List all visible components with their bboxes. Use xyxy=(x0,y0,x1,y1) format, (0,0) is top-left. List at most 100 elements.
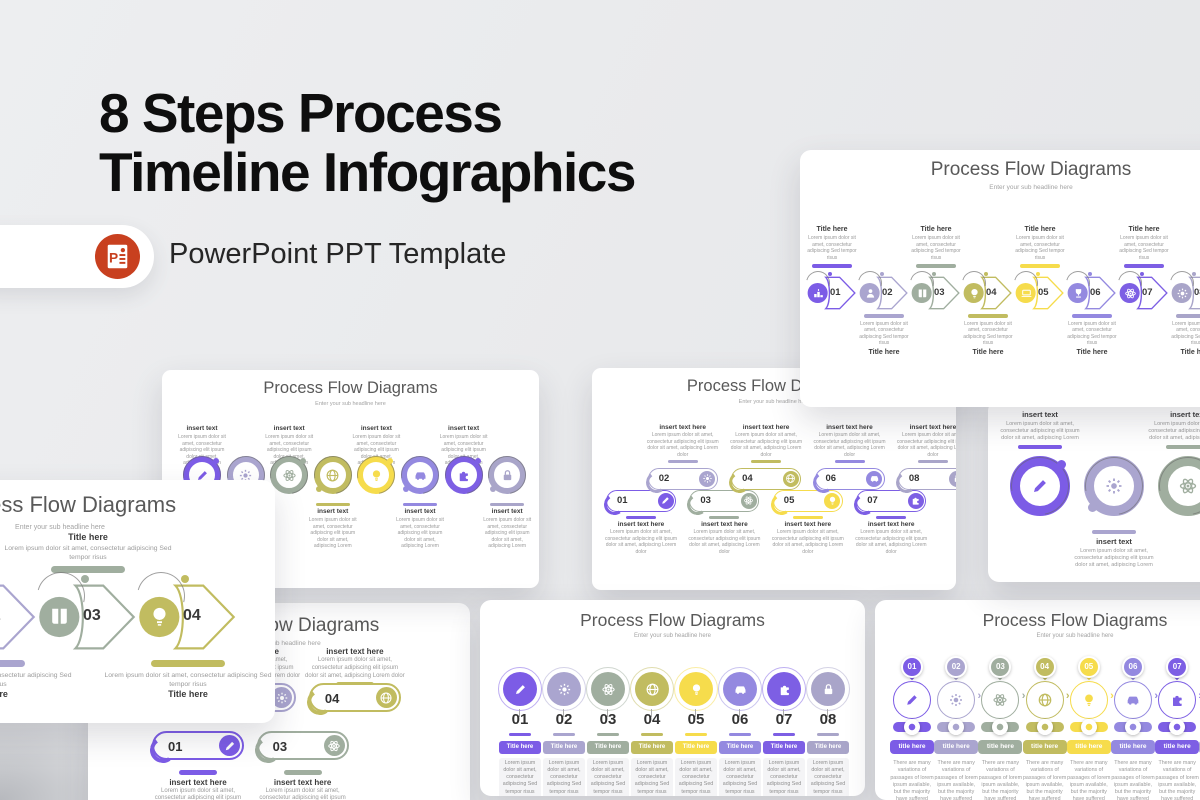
puzzle-icon xyxy=(777,682,792,697)
step-description: Lorem ipsum dolor sit amet, consectetur … xyxy=(719,758,761,796)
step-accent-bar xyxy=(667,460,698,463)
step-number-balloon: 05 xyxy=(1077,656,1100,678)
step-circle xyxy=(542,667,586,717)
slide-subtitle: Enter your sub headline here xyxy=(738,399,810,405)
step-text-bottom: Lorem ipsum dolor sit amet, consectetur … xyxy=(961,314,1015,356)
car-icon xyxy=(733,682,748,697)
step-number: 01 xyxy=(168,739,183,754)
steps-row: Title here Lorem ipsum dolor sit amet, c… xyxy=(800,150,1200,407)
step-title: Title here xyxy=(920,226,952,233)
gear-icon xyxy=(1104,476,1124,496)
step-slider xyxy=(981,719,1020,735)
bulb-icon xyxy=(147,604,172,629)
step-accent-bar xyxy=(283,770,322,775)
step-title: Title here xyxy=(68,532,108,542)
step-accent-bar xyxy=(792,516,823,519)
slide-preview-pill-zigzag-zoom: Process Flow Diagrams Enter your sub hea… xyxy=(88,603,470,800)
step-title-chip: title here xyxy=(1111,740,1155,754)
step-text-bottom: insert text here Lorem ipsum dolor sit a… xyxy=(769,516,847,555)
step-icon-circle xyxy=(893,681,931,719)
process-step: insert text here Lorem ipsum dolor sit a… xyxy=(305,603,405,800)
step-description: Lorem ipsum dolor sit amet, consectetur … xyxy=(771,529,844,555)
pencil-icon xyxy=(1030,476,1050,496)
step-number: 07 xyxy=(1142,287,1153,298)
step-circle xyxy=(718,667,762,717)
step-icon-circle xyxy=(657,492,674,509)
step-title: insert text here xyxy=(659,424,706,431)
process-step: 05 title here There are many variations … xyxy=(1066,600,1114,800)
svg-text:P: P xyxy=(109,250,118,265)
step-description: Lorem ipsum dolor sit amet, consectetur … xyxy=(483,517,532,549)
process-step: insert text here Lorem ipsum dolor sit a… xyxy=(726,368,806,590)
step-title-chip: title here xyxy=(1066,740,1111,754)
step-title: insert text xyxy=(491,508,523,515)
slide-preview-balloon-timeline: Process Flow Diagrams Enter your sub hea… xyxy=(875,600,1200,800)
step-accent-bar xyxy=(1166,445,1200,450)
process-step: insert text Lorem ipsum dolor sit amet, … xyxy=(265,370,313,588)
step-number: 03 xyxy=(934,287,945,298)
process-step: 02 title here There are many variations … xyxy=(934,600,981,800)
trophy-icon xyxy=(1072,287,1085,300)
step-title-chip: title here xyxy=(1155,740,1200,754)
step-description: Lorem ipsum dolor sit amet, consectetur … xyxy=(259,787,346,800)
gear-icon xyxy=(1176,287,1189,300)
step-description: Lorem ipsum dolor sit amet, consectetur … xyxy=(1067,320,1117,347)
step-accent-bar xyxy=(817,733,839,736)
process-step: insert text Lorem ipsum dolor sit amet, … xyxy=(1074,400,1154,582)
step-description: Lorem ipsum dolor sit amet, consectetur … xyxy=(911,235,961,261)
step-slider xyxy=(1114,719,1152,735)
step-title: insert text here xyxy=(701,521,748,528)
step-arrow-graphic: 06 xyxy=(1066,272,1118,312)
process-step: 04 Title here Lorem ipsum dolor sit amet… xyxy=(630,600,674,796)
step-title: insert text here xyxy=(617,521,665,528)
step-ring xyxy=(1010,456,1070,516)
step-accent-bar xyxy=(917,460,948,463)
step-description: Lorem ipsum dolor sit amet, consectetur … xyxy=(1074,548,1154,569)
step-title: insert text here xyxy=(742,424,790,431)
atom-icon xyxy=(282,468,297,483)
process-step: insert text here Lorem ipsum dolor sit a… xyxy=(810,368,890,590)
step-arrow-graphic: 01 xyxy=(806,272,858,312)
slider-knob xyxy=(992,719,1009,735)
process-step: Title here Lorem ipsum dolor sit amet, c… xyxy=(1014,150,1066,407)
process-step: Title here Lorem ipsum dolor sit amet, c… xyxy=(858,150,910,407)
step-accent-bar xyxy=(685,733,707,736)
step-description: Lorem ipsum dolor sit amet, consectetur … xyxy=(308,517,357,549)
step-description: There are many variations of passages of… xyxy=(978,760,1023,800)
step-title: Title here xyxy=(0,689,8,700)
slide-title: Process Flow Diagrams xyxy=(930,159,1132,180)
step-number: 03 xyxy=(83,607,101,624)
step-accent-bar xyxy=(315,503,350,506)
step-arrow-graphic: 04 xyxy=(962,272,1014,312)
process-step: 02 Title here Lorem ipsum dolor sit amet… xyxy=(542,600,586,796)
step-number: 02 xyxy=(555,711,573,728)
step-text-bottom: insert text here Lorem ipsum dolor sit a… xyxy=(148,770,248,800)
step-description: Lorem ipsum dolor sit amet, consectetur … xyxy=(646,432,719,458)
step-ring xyxy=(444,456,483,494)
slider-knob xyxy=(904,719,920,735)
step-icon-circle xyxy=(981,681,1020,719)
step-icon-circle xyxy=(824,492,841,509)
slide-title: Process Flow Diagrams xyxy=(263,379,438,397)
step-pill: 04 xyxy=(731,468,802,490)
step-number-balloon: 02 xyxy=(945,656,968,678)
step-number-balloon: 07 xyxy=(1166,656,1189,678)
steps-row: insert text here Lorem ipsum dolor sit a… xyxy=(592,368,956,590)
step-number: 04 xyxy=(643,711,661,728)
puzzle-icon xyxy=(1169,692,1185,708)
step-description: Lorem ipsum dolor sit amet, consectetur … xyxy=(688,529,761,555)
step-ring xyxy=(488,456,527,494)
steps-row: 01 title here There are many variations … xyxy=(875,600,1200,800)
atom-icon xyxy=(1178,476,1198,496)
step-arrow-graphic: 05 xyxy=(1014,272,1066,312)
step-text-top: insert text here Lorem ipsum dolor sit a… xyxy=(727,424,805,463)
step-number: 02 xyxy=(882,287,893,298)
step-number: 05 xyxy=(687,711,705,728)
process-step: insert text Lorem ipsum dolor sit amet, … xyxy=(1148,400,1200,582)
slider-knob xyxy=(1169,719,1186,735)
step-title: insert text here xyxy=(326,647,384,656)
step-pill: 05 xyxy=(772,490,843,512)
step-accent-bar xyxy=(597,733,619,736)
process-step: Title here Lorem ipsum dolor sit amet, c… xyxy=(910,150,962,407)
step-text-bottom: Lorem ipsum dolor sit amet, consectetur … xyxy=(857,314,911,356)
